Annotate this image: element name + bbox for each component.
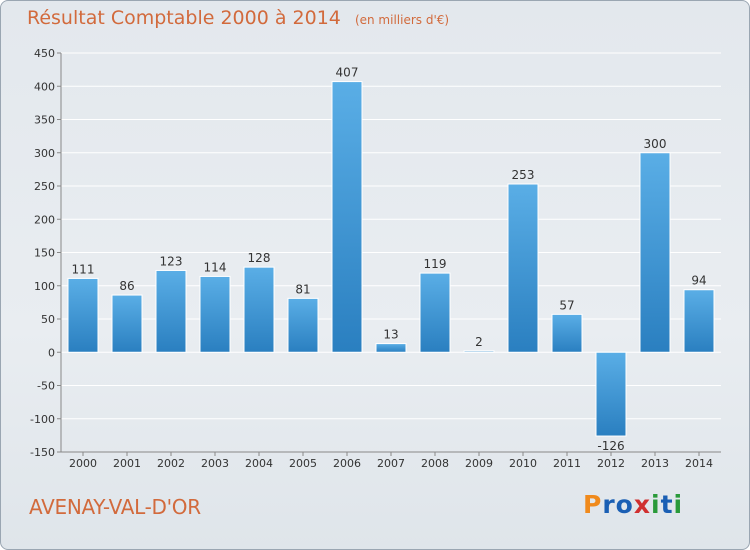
- y-tick-label: 300: [34, 147, 55, 160]
- x-tick-label: 2010: [509, 457, 537, 470]
- bar-2006[interactable]: [331, 81, 363, 353]
- chart-subtitle: (en milliers d'€): [354, 13, 450, 27]
- x-tick-label: 2002: [157, 457, 185, 470]
- chart-title-text: Résultat Comptable 2000 à 2014: [27, 7, 341, 29]
- bar-2002[interactable]: [155, 269, 187, 353]
- x-tick-label: 2004: [245, 457, 273, 470]
- bar-2001[interactable]: [111, 294, 143, 353]
- x-tick-label: 2014: [685, 457, 713, 470]
- value-label: 114: [204, 260, 227, 274]
- y-tick-label: -100: [30, 413, 55, 426]
- value-label: 123: [160, 254, 183, 268]
- chart-title: Résultat Comptable 2000 à 2014 (en milli…: [27, 7, 449, 29]
- bar-2008[interactable]: [419, 272, 451, 353]
- x-tick-label: 2006: [333, 457, 361, 470]
- y-tick-label: 150: [34, 247, 55, 260]
- bar-2012[interactable]: [595, 351, 627, 437]
- place-name: AVENAY-VAL-D'OR: [29, 495, 201, 519]
- logo-letter: x: [633, 490, 651, 519]
- y-tick-label: 100: [34, 280, 55, 293]
- y-tick-label: -50: [37, 380, 55, 393]
- bar-2007[interactable]: [375, 343, 407, 353]
- value-label: 57: [559, 298, 574, 312]
- value-label: 111: [72, 262, 95, 276]
- bar-2003[interactable]: [199, 275, 231, 353]
- logo-letter: t: [660, 490, 674, 519]
- value-label: 2: [475, 335, 483, 349]
- value-label: 253: [512, 168, 535, 182]
- value-label: 407: [336, 66, 359, 80]
- x-tick-label: 2000: [69, 457, 97, 470]
- bar-2010[interactable]: [507, 183, 539, 353]
- x-tick-label: 2012: [597, 457, 625, 470]
- bar-2000[interactable]: [67, 277, 99, 353]
- value-label: 119: [424, 257, 447, 271]
- x-tick-label: 2001: [113, 457, 141, 470]
- x-tick-label: 2008: [421, 457, 449, 470]
- logo-letter: o: [615, 490, 634, 519]
- bar-2004[interactable]: [243, 266, 275, 353]
- y-tick-label: -150: [30, 446, 55, 459]
- y-tick-label: 400: [34, 80, 55, 93]
- value-label: 81: [295, 282, 310, 296]
- value-label: 13: [383, 328, 398, 342]
- logo-letter: i: [673, 490, 684, 519]
- bar-2011[interactable]: [551, 313, 583, 353]
- y-tick-label: 200: [34, 213, 55, 226]
- logo-letter: P: [583, 490, 603, 519]
- value-label: 300: [644, 137, 667, 151]
- bar-2014[interactable]: [683, 289, 715, 353]
- y-tick-label: 250: [34, 180, 55, 193]
- x-tick-label: 2011: [553, 457, 581, 470]
- x-tick-label: 2005: [289, 457, 317, 470]
- logo-letter: i: [651, 490, 661, 519]
- proxiti-logo[interactable]: Proxiti: [583, 490, 683, 519]
- bar-2005[interactable]: [287, 297, 319, 353]
- value-label: 128: [248, 251, 271, 265]
- x-tick-label: 2013: [641, 457, 669, 470]
- y-tick-label: 0: [48, 346, 55, 359]
- value-label: -126: [597, 439, 624, 453]
- y-tick-label: 450: [34, 47, 55, 60]
- value-label: 86: [119, 279, 134, 293]
- x-tick-label: 2003: [201, 457, 229, 470]
- bar-2013[interactable]: [639, 152, 671, 353]
- value-label: 94: [691, 274, 706, 288]
- y-tick-label: 50: [41, 313, 55, 326]
- y-tick-label: 350: [34, 114, 55, 127]
- x-tick-label: 2009: [465, 457, 493, 470]
- logo-letter: r: [602, 490, 616, 519]
- bar-2009[interactable]: [463, 350, 495, 353]
- x-tick-label: 2007: [377, 457, 405, 470]
